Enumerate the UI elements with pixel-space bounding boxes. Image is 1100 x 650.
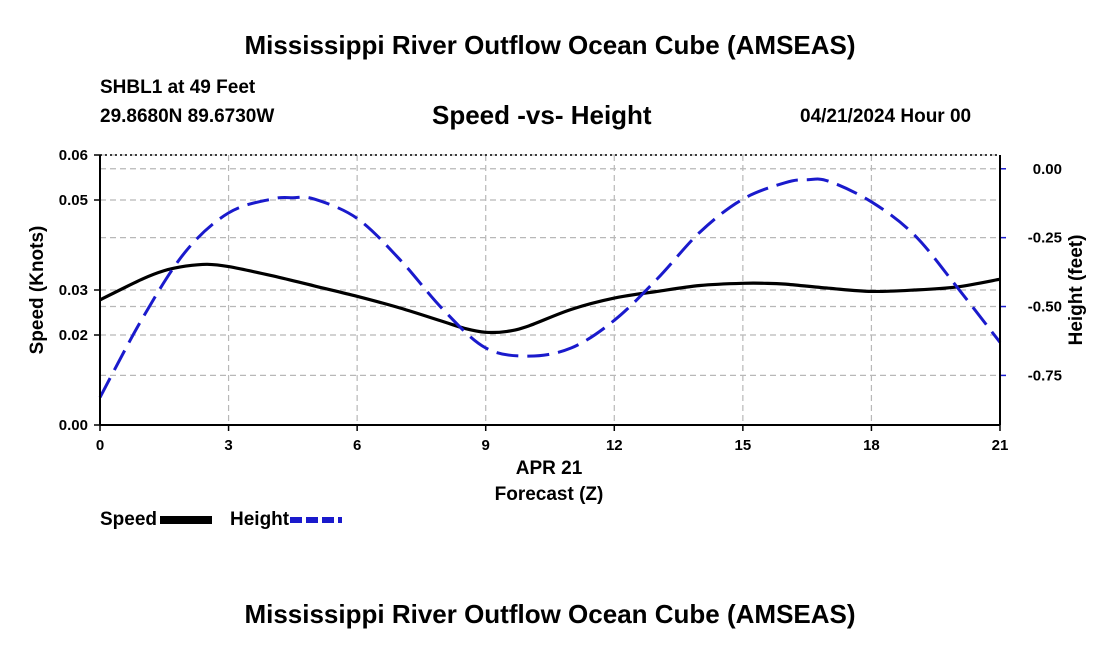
y-tick-label: 0.03: [59, 282, 88, 299]
x-tick-label: 9: [482, 437, 490, 454]
y-tick-label: 0.05: [59, 192, 88, 209]
chart-title-repeat: Mississippi River Outflow Ocean Cube (AM…: [244, 599, 856, 629]
y-tick-label: 0.06: [59, 147, 88, 164]
legend: Speed Height: [100, 509, 342, 530]
tick-label-layer: 0 3 6 9 12 15 18 21 0.00 0.02 0.03 0.05 0.06 0.00 -0.2…: [59, 147, 1062, 454]
x-tick-label: 18: [863, 437, 880, 454]
x-tick-label: 12: [606, 437, 623, 454]
x-tick-label: 15: [735, 437, 752, 454]
x-tick-label: 0: [96, 437, 104, 454]
series-line-height: [98, 177, 1002, 399]
chart-title: Mississippi River Outflow Ocean Cube (AM…: [244, 30, 856, 60]
y2-tick-label: -0.75: [1028, 367, 1062, 384]
series-layer: [98, 177, 1002, 399]
y-tick-label: 0.00: [59, 417, 88, 434]
y-tick-label: 0.02: [59, 327, 88, 344]
y2-tick-label: -0.25: [1028, 230, 1062, 247]
axis-layer: [94, 154, 1006, 431]
legend-speed-label: Speed: [100, 509, 157, 530]
station-label: SHBL1 at 49 Feet: [100, 77, 256, 98]
x-axis-date-label: APR 21: [516, 458, 583, 479]
chart-subtitle: Speed -vs- Height: [432, 100, 652, 130]
legend-height-label: Height: [230, 509, 290, 530]
series-line-speed: [99, 262, 1001, 335]
date-hour-label: 04/21/2024 Hour 00: [800, 106, 972, 127]
y2-axis-label: Height (feet): [1066, 235, 1087, 346]
x-tick-label: 3: [224, 437, 232, 454]
y2-tick-label: 0.00: [1033, 161, 1062, 178]
y-axis-label: Speed (Knots): [27, 226, 48, 355]
x-tick-label: 6: [353, 437, 361, 454]
x-axis-label: Forecast (Z): [495, 484, 604, 505]
coordinates-label: 29.8680N 89.6730W: [100, 106, 275, 127]
x-tick-label: 21: [992, 437, 1009, 454]
y2-tick-label: -0.50: [1028, 299, 1062, 316]
